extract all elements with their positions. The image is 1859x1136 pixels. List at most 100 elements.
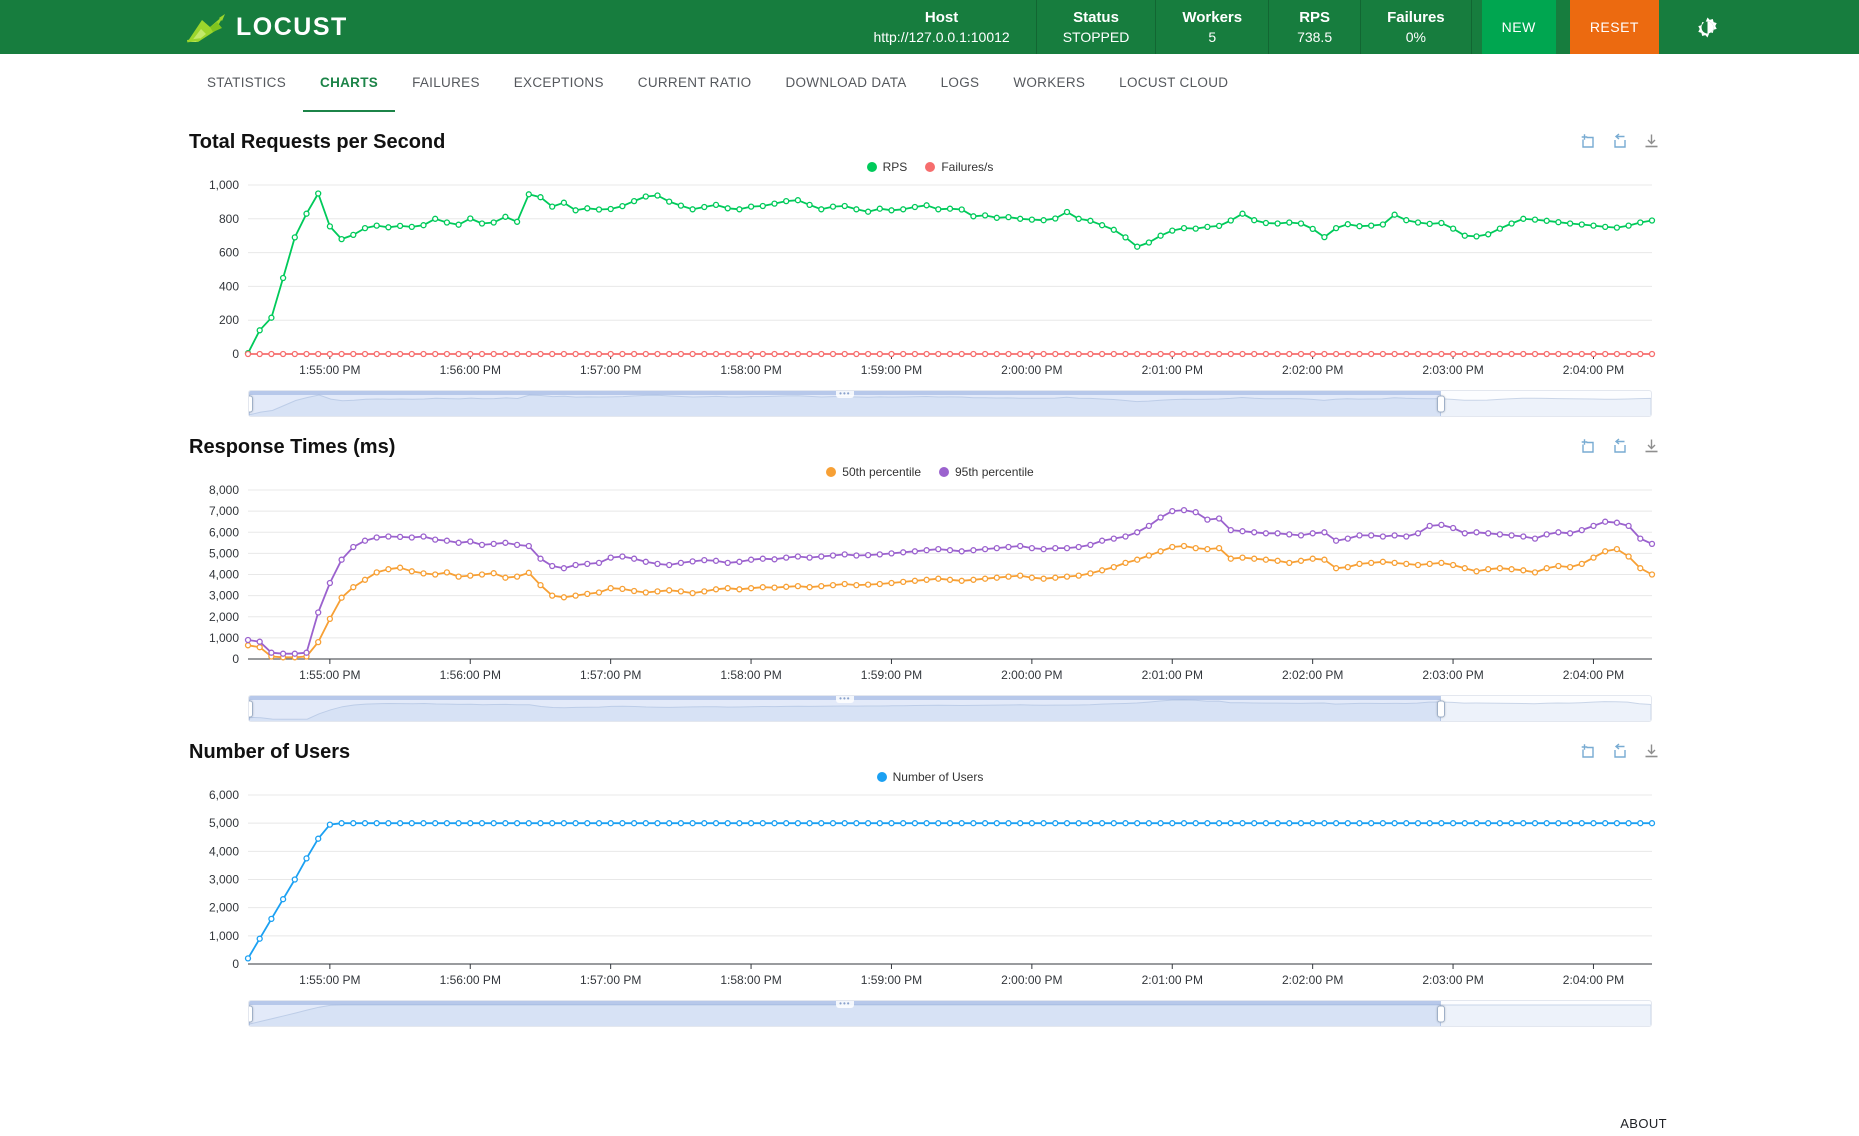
- svg-text:1:56:00 PM: 1:56:00 PM: [440, 363, 501, 377]
- top-bar: LOCUST Host http://127.0.0.1:10012 Statu…: [0, 0, 1859, 54]
- chart-legend: RPS Failures/s: [190, 159, 1670, 179]
- legend-marker: [925, 162, 936, 172]
- svg-text:5,000: 5,000: [209, 816, 239, 830]
- locust-logo[interactable]: LOCUST: [186, 0, 348, 54]
- tab-current-ratio[interactable]: CURRENT RATIO: [637, 74, 752, 90]
- chart-plot[interactable]: 0 1,000 2,000 3,000 4,000 5,000 6,000 7,000 8,00…: [190, 484, 1670, 690]
- svg-text:1:59:00 PM: 1:59:00 PM: [861, 363, 922, 377]
- svg-text:2:02:00 PM: 2:02:00 PM: [1282, 363, 1343, 377]
- workers-label: Workers: [1182, 8, 1243, 26]
- legend-marker: [866, 162, 877, 172]
- svg-text:1:59:00 PM: 1:59:00 PM: [861, 973, 922, 987]
- legend-marker: [939, 467, 949, 477]
- svg-text:7,000: 7,000: [209, 504, 239, 518]
- svg-text:1:58:00 PM: 1:58:00 PM: [720, 973, 781, 987]
- zoom-restore-icon[interactable]: [1611, 743, 1628, 760]
- legend-label: RPS: [882, 160, 908, 174]
- svg-text:1:57:00 PM: 1:57:00 PM: [580, 363, 641, 377]
- svg-text:1:59:00 PM: 1:59:00 PM: [861, 668, 922, 682]
- chart-title: Total Requests per Second: [189, 131, 446, 153]
- datazoom-grip[interactable]: •••: [835, 696, 854, 703]
- svg-text:4,000: 4,000: [209, 568, 239, 582]
- save-image-icon[interactable]: [1643, 133, 1660, 150]
- svg-text:3,000: 3,000: [209, 873, 239, 887]
- svg-text:1:58:00 PM: 1:58:00 PM: [720, 668, 781, 682]
- legend-marker: [826, 467, 837, 477]
- header-stats: Host http://127.0.0.1:10012 Status STOPP…: [847, 0, 1472, 54]
- chart-toolbox: [1579, 133, 1660, 150]
- save-image-icon[interactable]: [1643, 438, 1660, 455]
- tab-download-data[interactable]: DOWNLOAD DATA: [785, 74, 907, 90]
- tab-workers[interactable]: WORKERS: [1013, 74, 1086, 90]
- legend-marker: [876, 772, 887, 782]
- zoom-select-icon[interactable]: [1579, 438, 1596, 455]
- datazoom-right-handle[interactable]: [1436, 395, 1445, 412]
- svg-text:200: 200: [219, 313, 239, 327]
- host-stat: Host http://127.0.0.1:10012: [847, 0, 1035, 54]
- svg-text:5,000: 5,000: [209, 546, 239, 560]
- tab-locust-cloud[interactable]: LOCUST CLOUD: [1119, 74, 1229, 90]
- zoom-restore-icon[interactable]: [1611, 438, 1628, 455]
- legend-label: 95th percentile: [955, 465, 1034, 479]
- zoom-restore-icon[interactable]: [1611, 133, 1628, 150]
- svg-text:4,000: 4,000: [209, 844, 239, 858]
- legend-label: Failures/s: [941, 160, 994, 174]
- svg-text:1,000: 1,000: [209, 179, 239, 192]
- status-stat: Status STOPPED: [1035, 0, 1156, 54]
- datazoom-grip[interactable]: •••: [835, 1001, 854, 1008]
- tab-logs[interactable]: LOGS: [940, 74, 980, 90]
- datazoom-slider[interactable]: •••: [248, 695, 1652, 722]
- datazoom-mini-chart: [249, 699, 1651, 721]
- legend-item[interactable]: 95th percentile: [939, 465, 1034, 479]
- host-label: Host: [924, 8, 959, 26]
- datazoom-left-handle[interactable]: [249, 700, 253, 717]
- svg-text:1:56:00 PM: 1:56:00 PM: [440, 668, 501, 682]
- datazoom-grip[interactable]: •••: [835, 391, 854, 398]
- chart-plot[interactable]: 0 1,000 2,000 3,000 4,000 5,000 6,000 1:55:00 P…: [190, 789, 1670, 995]
- svg-text:1:58:00 PM: 1:58:00 PM: [720, 363, 781, 377]
- datazoom-right-handle[interactable]: [1436, 700, 1445, 717]
- about-link[interactable]: ABOUT: [1620, 1116, 1667, 1131]
- tab-statistics[interactable]: STATISTICS: [207, 74, 287, 90]
- svg-text:2:03:00 PM: 2:03:00 PM: [1422, 973, 1483, 987]
- save-image-icon[interactable]: [1643, 743, 1660, 760]
- rps-stat: RPS 738.5: [1268, 0, 1360, 54]
- svg-text:800: 800: [219, 212, 239, 226]
- svg-text:2:02:00 PM: 2:02:00 PM: [1282, 668, 1343, 682]
- chart-plot[interactable]: 0 200 400 600 800 1,000 1:55:00 PM 1:56:00 PM 1:…: [190, 179, 1670, 385]
- datazoom-slider[interactable]: •••: [248, 1000, 1652, 1027]
- legend-label: Number of Users: [892, 770, 984, 784]
- legend-item[interactable]: 50th percentile: [826, 465, 921, 479]
- tab-exceptions[interactable]: EXCEPTIONS: [513, 74, 604, 90]
- legend-item[interactable]: RPS: [866, 160, 908, 174]
- tab-failures[interactable]: FAILURES: [412, 74, 480, 90]
- status-label: Status: [1073, 8, 1119, 26]
- zoom-select-icon[interactable]: [1579, 743, 1596, 760]
- legend-item[interactable]: Number of Users: [876, 770, 984, 784]
- datazoom-mini-chart: [249, 1004, 1651, 1026]
- svg-text:2:04:00 PM: 2:04:00 PM: [1563, 668, 1624, 682]
- svg-text:2:03:00 PM: 2:03:00 PM: [1422, 363, 1483, 377]
- svg-text:0: 0: [232, 652, 239, 666]
- tab-charts[interactable]: CHARTS: [303, 54, 396, 112]
- rps-value: 738.5: [1297, 28, 1333, 45]
- chart-title: Number of Users: [189, 741, 351, 763]
- svg-text:2:02:00 PM: 2:02:00 PM: [1282, 973, 1343, 987]
- svg-text:2:00:00 PM: 2:00:00 PM: [1001, 973, 1062, 987]
- datazoom-left-handle[interactable]: [249, 1005, 253, 1022]
- svg-text:2:04:00 PM: 2:04:00 PM: [1563, 363, 1624, 377]
- datazoom-left-handle[interactable]: [249, 395, 253, 412]
- reset-button[interactable]: RESET: [1569, 0, 1659, 54]
- new-test-button[interactable]: NEW: [1481, 0, 1556, 54]
- svg-text:2:03:00 PM: 2:03:00 PM: [1422, 668, 1483, 682]
- svg-text:0: 0: [232, 347, 239, 361]
- datazoom-slider[interactable]: •••: [248, 390, 1652, 417]
- legend-item[interactable]: Failures/s: [925, 160, 993, 174]
- workers-stat: Workers 5: [1155, 0, 1268, 54]
- workers-value: 5: [1208, 28, 1217, 45]
- zoom-select-icon[interactable]: [1579, 133, 1596, 150]
- datazoom-right-handle[interactable]: [1436, 1005, 1445, 1022]
- footer: ABOUT: [0, 1115, 1859, 1133]
- svg-text:2,000: 2,000: [209, 610, 239, 624]
- dark-mode-toggle[interactable]: [1675, 0, 1739, 54]
